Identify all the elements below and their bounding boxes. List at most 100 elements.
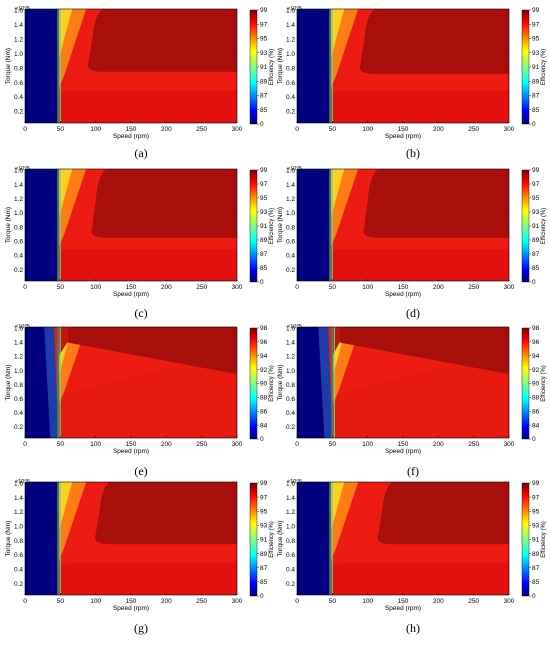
colorbar-tick-label: 99 xyxy=(532,167,540,174)
colorbar xyxy=(521,9,530,125)
colorbar-tick-label: 99 xyxy=(532,480,540,487)
y-tick-label: 0.4 xyxy=(14,410,23,417)
y-tick-label: 1.6 xyxy=(14,8,23,15)
y-tick-label: 1.6 xyxy=(14,481,23,488)
x-tick-label: 250 xyxy=(468,441,479,448)
y-tick-label: 1.4 xyxy=(286,182,295,189)
y-tick-label: 0.8 xyxy=(14,538,23,545)
colorbar-tick-label: 87 xyxy=(532,93,540,100)
x-tick-label: 0 xyxy=(295,284,299,291)
plot-area xyxy=(25,169,237,281)
panel-caption: (d) xyxy=(406,306,420,320)
y-tick-label: 0.2 xyxy=(14,581,23,588)
colorbar-tick-label: 0 xyxy=(532,436,536,443)
efficiency-contour-band xyxy=(330,562,509,595)
chart-panel: 0 50 100 150 200 250 300 0.2 0.4 0.6 0.8 1.0 1.2 1.4 1… xyxy=(277,6,547,160)
efficiency-contour-band xyxy=(58,562,237,595)
colorbar-tick-label: 91 xyxy=(260,64,268,71)
y-axis-label: Torque (Nm) xyxy=(5,520,12,556)
y-tick-label: 0.6 xyxy=(286,552,295,559)
colorbar-tick-label: 93 xyxy=(532,523,540,530)
x-tick-label: 0 xyxy=(23,284,27,291)
colorbar-tick-label: 86 xyxy=(260,408,268,415)
y-tick-label: 1.6 xyxy=(14,168,23,175)
colorbar-tick-label: 97 xyxy=(532,181,540,188)
colorbar-tick-label: 93 xyxy=(532,209,540,216)
y-tick-label: 1.4 xyxy=(286,22,295,29)
x-tick-label: 150 xyxy=(398,441,409,448)
y-tick-label: 0.2 xyxy=(286,581,295,588)
colorbar-tick-label: 84 xyxy=(532,422,540,429)
y-axis-label: Torque (Nm) xyxy=(277,520,284,556)
low-speed-region xyxy=(297,482,331,595)
chart-panel: 0 50 100 150 200 250 300 0.2 0.4 0.6 0.8 1.0 1.2 1.4 1… xyxy=(5,479,275,635)
colorbar xyxy=(521,482,530,597)
y-scale-exponent: ×10^5 xyxy=(15,324,30,330)
x-tick-label: 250 xyxy=(468,126,479,133)
efficiency-edge-band xyxy=(330,9,345,61)
colorbar xyxy=(249,9,258,125)
y-tick-label: 1.4 xyxy=(286,495,295,502)
panel-caption: (a) xyxy=(134,146,147,160)
y-tick-label: 0.8 xyxy=(14,382,23,389)
efficiency-contour-band xyxy=(330,90,509,123)
x-tick-label: 50 xyxy=(329,598,337,605)
plot-area xyxy=(25,482,237,595)
x-axis-label: Speed (rpm) xyxy=(113,133,149,140)
colorbar-tick-label: 89 xyxy=(532,237,540,244)
x-tick-label: 50 xyxy=(329,284,337,291)
colorbar-tick-label: 86 xyxy=(532,408,540,415)
x-axis-label: Speed (rpm) xyxy=(385,291,421,298)
colorbar-tick-label: 97 xyxy=(532,494,540,501)
peak-efficiency-region xyxy=(359,9,509,74)
x-tick-label: 100 xyxy=(362,284,373,291)
y-tick-label: 1.6 xyxy=(286,326,295,333)
x-tick-label: 300 xyxy=(232,126,243,133)
y-tick-label: 1.6 xyxy=(286,481,295,488)
colorbar-tick-label: 93 xyxy=(532,50,540,57)
efficiency-edge-band xyxy=(330,482,345,534)
colorbar-tick-label: 90 xyxy=(260,381,268,388)
y-tick-label: 1.2 xyxy=(14,509,23,516)
colorbar-label: Efficiency (%) xyxy=(269,208,275,245)
colorbar xyxy=(521,327,530,440)
chart-panel: 0 50 100 150 200 250 300 0.2 0.4 0.6 0.8 1.0 1.2 1.4 1… xyxy=(277,166,547,320)
colorbar-tick-label: 85 xyxy=(260,107,268,114)
colorbar-tick-label: 91 xyxy=(532,64,540,71)
y-tick-label: 1.4 xyxy=(14,22,23,29)
colorbar-tick-label: 97 xyxy=(260,21,268,28)
y-tick-label: 0.4 xyxy=(14,253,23,260)
colorbar-tick-label: 87 xyxy=(532,251,540,258)
x-tick-label: 0 xyxy=(295,598,299,605)
x-tick-label: 200 xyxy=(433,598,444,605)
colorbar-tick-label: 97 xyxy=(260,181,268,188)
x-tick-label: 100 xyxy=(362,441,373,448)
x-tick-label: 150 xyxy=(398,598,409,605)
colorbar-tick-label: 0 xyxy=(260,593,264,600)
x-tick-label: 150 xyxy=(126,598,137,605)
x-tick-label: 300 xyxy=(504,441,515,448)
panel-caption: (b) xyxy=(406,146,420,160)
chart-panel: 0 50 100 150 200 250 300 0.2 0.4 0.6 0.8 1.0 1.2 1.4 1… xyxy=(5,6,275,160)
plot-area xyxy=(297,482,509,595)
y-tick-label: 1.2 xyxy=(286,509,295,516)
x-tick-label: 300 xyxy=(232,598,243,605)
y-axis-label: Torque (Nm) xyxy=(5,207,12,243)
y-tick-label: 0.8 xyxy=(286,538,295,545)
colorbar-tick-label: 87 xyxy=(260,251,268,258)
colorbar-tick-label: 91 xyxy=(260,537,268,544)
y-tick-label: 0.6 xyxy=(14,552,23,559)
x-tick-label: 50 xyxy=(329,126,337,133)
plot-area xyxy=(297,327,509,438)
colorbar-tick-label: 95 xyxy=(260,36,268,43)
y-tick-label: 1.2 xyxy=(14,196,23,203)
y-tick-label: 1.6 xyxy=(286,168,295,175)
colorbar-tick-label: 89 xyxy=(532,551,540,558)
y-tick-label: 0.4 xyxy=(286,566,295,573)
y-tick-label: 0.4 xyxy=(14,94,23,101)
y-tick-label: 1.2 xyxy=(286,354,295,361)
y-axis-label: Torque (Nm) xyxy=(277,207,284,243)
y-tick-label: 0.6 xyxy=(286,239,295,246)
x-tick-label: 0 xyxy=(23,126,27,133)
colorbar-label: Efficiency (%) xyxy=(269,521,275,558)
